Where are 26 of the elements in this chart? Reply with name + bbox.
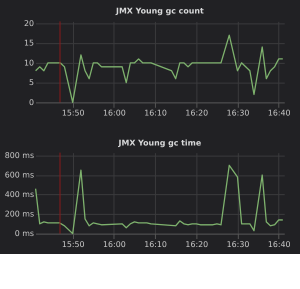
line-series xyxy=(34,34,284,103)
y-tick-label: 5 xyxy=(29,78,34,88)
chart-title: JMX Young gc count xyxy=(115,6,204,16)
x-tick-label: 16:40 xyxy=(268,240,291,249)
x-tick-label: 15:50 xyxy=(62,240,85,249)
x-tick-label: 16:10 xyxy=(144,240,167,249)
x-tick-label: 16:00 xyxy=(103,240,126,249)
y-tick-label: 10 xyxy=(24,58,34,68)
y-tick-label: 0 ms xyxy=(14,229,34,238)
x-tick-label: 16:20 xyxy=(185,240,208,249)
x-tick-label: 16:00 xyxy=(103,108,126,118)
y-tick-label: 600 ms xyxy=(4,170,34,180)
x-tick-label: 15:50 xyxy=(62,108,85,118)
y-tick-label: 200 ms xyxy=(4,210,34,219)
x-tick-label: 16:30 xyxy=(226,108,250,118)
y-tick-label: 400 ms xyxy=(4,190,34,200)
x-tick-label: 16:40 xyxy=(268,108,291,118)
y-tick-label: 800 ms xyxy=(4,151,34,160)
x-tick-label: 16:30 xyxy=(226,240,250,249)
x-tick-label: 16:20 xyxy=(185,108,208,118)
x-tick-label: 16:10 xyxy=(144,108,167,118)
chart-title: JMX Young gc time xyxy=(118,138,202,148)
y-tick-label: 20 xyxy=(24,18,34,28)
line-series xyxy=(34,164,284,234)
y-tick-label: 15 xyxy=(24,38,34,48)
y-tick-label: 0 xyxy=(29,98,34,107)
